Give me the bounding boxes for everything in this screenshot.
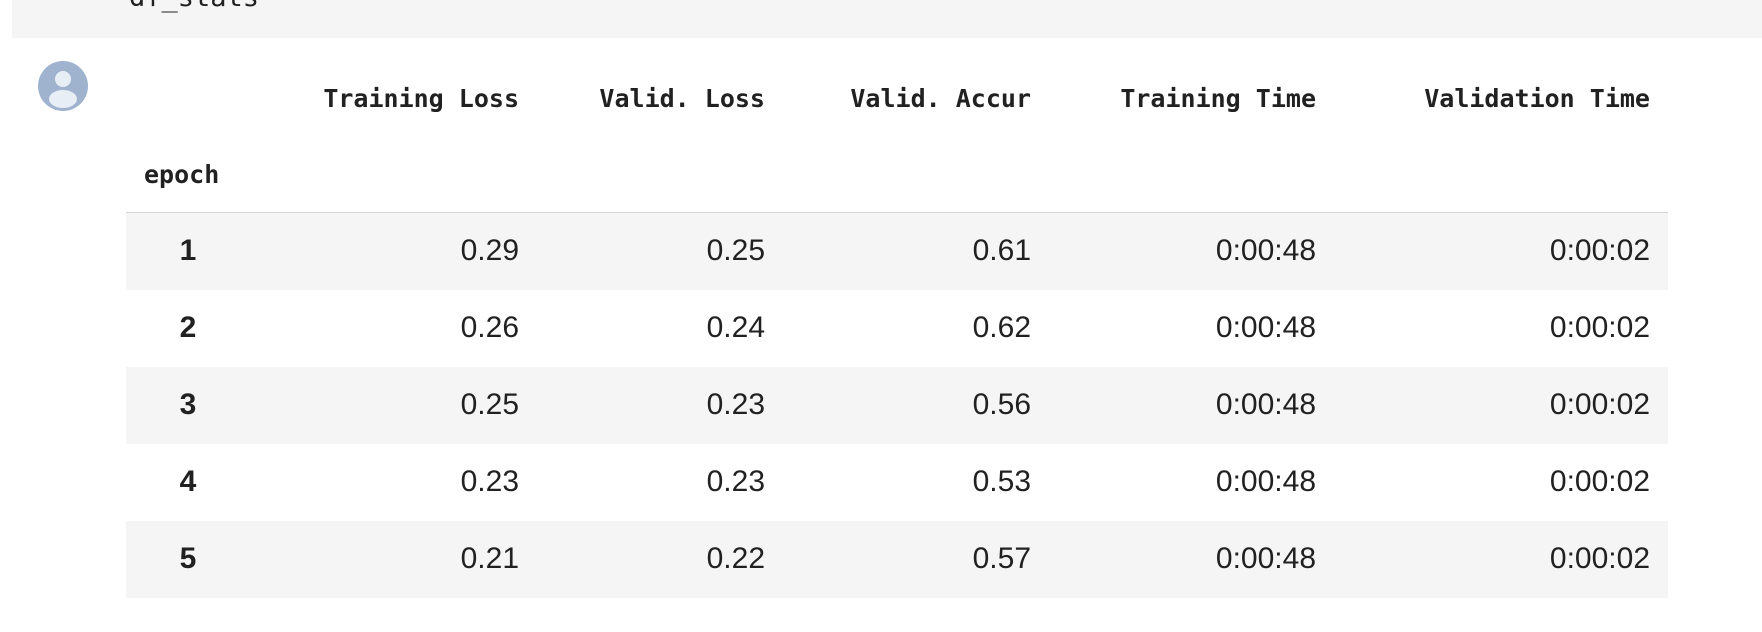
- table-cell: 0.61: [972, 234, 1031, 268]
- table-cell: 0:00:02: [1549, 542, 1650, 575]
- table-cell: 0.25: [706, 234, 765, 268]
- table-cell: 0.21: [460, 542, 519, 575]
- table-cell: 0.62: [972, 311, 1031, 344]
- table-cell: 0:00:48: [1215, 234, 1316, 268]
- column-header: Training Loss: [323, 83, 519, 113]
- table-cell: 0:00:02: [1549, 465, 1650, 498]
- row-index: 1: [179, 234, 197, 268]
- index-name-row: epoch: [126, 136, 1668, 213]
- table-cell: 0:00:02: [1549, 234, 1650, 268]
- table-cell: 0.24: [706, 311, 765, 344]
- table-cell: 0.26: [460, 311, 519, 344]
- table-cell: 0:00:48: [1215, 542, 1316, 575]
- index-name: epoch: [126, 136, 250, 213]
- stats-table: Training Loss Valid. Loss Valid. Accur T…: [126, 60, 1668, 598]
- column-header: Valid. Accur: [850, 83, 1031, 113]
- table-row: 4 0.23 0.23 0.53 0:00:48 0:00:02: [126, 443, 1668, 521]
- code-text[interactable]: df_stats: [129, 0, 259, 14]
- table-row: 5 0.21 0.22 0.57 0:00:48 0:00:02: [126, 520, 1668, 598]
- table-cell: 0.57: [972, 542, 1031, 575]
- table-cell: 0.56: [972, 388, 1031, 421]
- user-avatar-icon: [38, 61, 88, 111]
- corner-cell: [126, 60, 250, 136]
- row-index: 3: [179, 388, 197, 421]
- table-cell: 0.22: [706, 542, 765, 575]
- table-row: 1 0.29 0.25 0.61 0:00:48 0:00:02: [126, 212, 1668, 290]
- column-header: Training Time: [1120, 83, 1316, 113]
- table-cell: 0.23: [706, 465, 765, 498]
- row-index: 5: [179, 542, 197, 575]
- table-cell: 0.23: [706, 388, 765, 421]
- table-cell: 0.23: [460, 465, 519, 498]
- table-cell: 0:00:48: [1215, 465, 1316, 498]
- column-header: Valid. Loss: [599, 83, 765, 113]
- table-cell: 0:00:02: [1549, 311, 1650, 344]
- dataframe-output: Training Loss Valid. Loss Valid. Accur T…: [126, 60, 1668, 598]
- table-cell: 0.25: [460, 388, 519, 421]
- row-index: 4: [179, 465, 197, 498]
- table-cell: 0.53: [972, 465, 1031, 498]
- table-cell: 0:00:02: [1549, 388, 1650, 421]
- code-cell[interactable]: df_stats: [12, 0, 1762, 38]
- table-cell: 0:00:48: [1215, 388, 1316, 421]
- table-cell: 0:00:48: [1215, 311, 1316, 344]
- table-row: 3 0.25 0.23 0.56 0:00:48 0:00:02: [126, 366, 1668, 444]
- column-header-row: Training Loss Valid. Loss Valid. Accur T…: [126, 60, 1668, 136]
- column-header: Validation Time: [1424, 83, 1650, 113]
- row-index: 2: [179, 311, 197, 344]
- table-row: 2 0.26 0.24 0.62 0:00:48 0:00:02: [126, 289, 1668, 367]
- table-cell: 0.29: [460, 234, 519, 268]
